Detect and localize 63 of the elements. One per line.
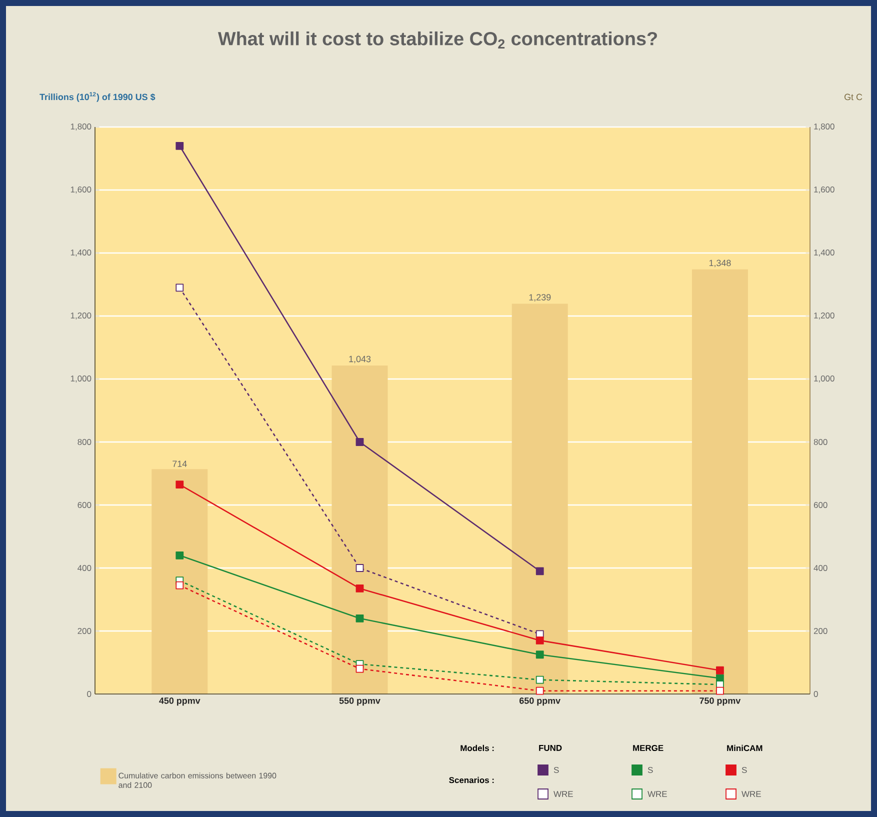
- text: MiniCAM: [727, 744, 762, 752]
- y2-tick-label: 200: [814, 628, 828, 634]
- legend-label: WRE: [648, 791, 667, 797]
- point: [716, 686, 724, 695]
- data-label: 1,239: [529, 294, 551, 302]
- legend-label: WRE: [554, 791, 573, 797]
- point: [536, 676, 544, 684]
- point: [536, 650, 544, 659]
- data-label: 1,348: [709, 260, 731, 268]
- point: [176, 284, 184, 292]
- point: [176, 581, 184, 590]
- point: [536, 636, 544, 644]
- point: [356, 438, 364, 446]
- y2-tick-label: 0: [814, 691, 818, 697]
- bar: [152, 469, 208, 694]
- point: [356, 614, 364, 622]
- bar: [692, 269, 748, 694]
- x-tick-label: 550 ppmv: [339, 698, 380, 706]
- data-label: 1,043: [349, 356, 371, 364]
- text: Models :: [460, 744, 494, 752]
- y2-tick-label: 1,000: [814, 376, 834, 382]
- y-tick-label: 200: [78, 628, 92, 634]
- y2-tick-label: 1,400: [814, 250, 834, 256]
- data-label: 714: [172, 460, 187, 467]
- point: [356, 584, 364, 592]
- y2-tick-label: 1,200: [814, 312, 834, 320]
- point: [536, 567, 544, 576]
- y-tick-label: 1,400: [70, 250, 92, 256]
- bar: [512, 304, 568, 694]
- y-tick-label: 0: [87, 691, 92, 697]
- y2-tick-label: 600: [814, 502, 828, 508]
- point: [356, 564, 364, 572]
- y2-tick-label: 1,800: [814, 124, 834, 130]
- point: [716, 666, 724, 674]
- x-tick-label: 750 ppmv: [700, 698, 741, 706]
- y-tick-label: 800: [78, 439, 92, 445]
- point: [176, 480, 184, 488]
- text: MERGE: [633, 745, 664, 751]
- y2-tick-label: 400: [814, 565, 828, 571]
- point: [176, 551, 184, 560]
- legend-label: WRE: [742, 791, 761, 797]
- point: [536, 686, 544, 695]
- y2-tick-label: 800: [814, 439, 828, 445]
- text: Scenarios :: [449, 776, 494, 784]
- y-tick-label: 600: [78, 502, 92, 508]
- point: [176, 142, 184, 150]
- point: [356, 664, 364, 673]
- bar: [332, 365, 388, 694]
- y-tick-label: 1,000: [70, 376, 92, 382]
- y-tick-label: 1,600: [70, 186, 92, 194]
- y2-axis-title: Gt C: [844, 94, 862, 100]
- x-tick-label: 650 ppmv: [520, 698, 560, 706]
- x-tick-label: 450 ppmv: [159, 698, 200, 706]
- y-tick-label: 1,200: [70, 312, 92, 320]
- legend-label: S: [648, 767, 653, 773]
- y-tick-label: 400: [78, 565, 92, 571]
- legend-label: S: [742, 767, 747, 773]
- y-tick-label: 1,800: [70, 124, 92, 130]
- legend-label: S: [554, 767, 559, 773]
- y-axis-title: Trillions (10$^{12}$) of 1990 US $: [40, 92, 156, 102]
- chart-title: What will it cost to stabilize CO$_{2}$ concentrations?: [218, 31, 657, 49]
- y2-tick-label: 1,600: [814, 186, 834, 194]
- text: FUND: [539, 745, 562, 751]
